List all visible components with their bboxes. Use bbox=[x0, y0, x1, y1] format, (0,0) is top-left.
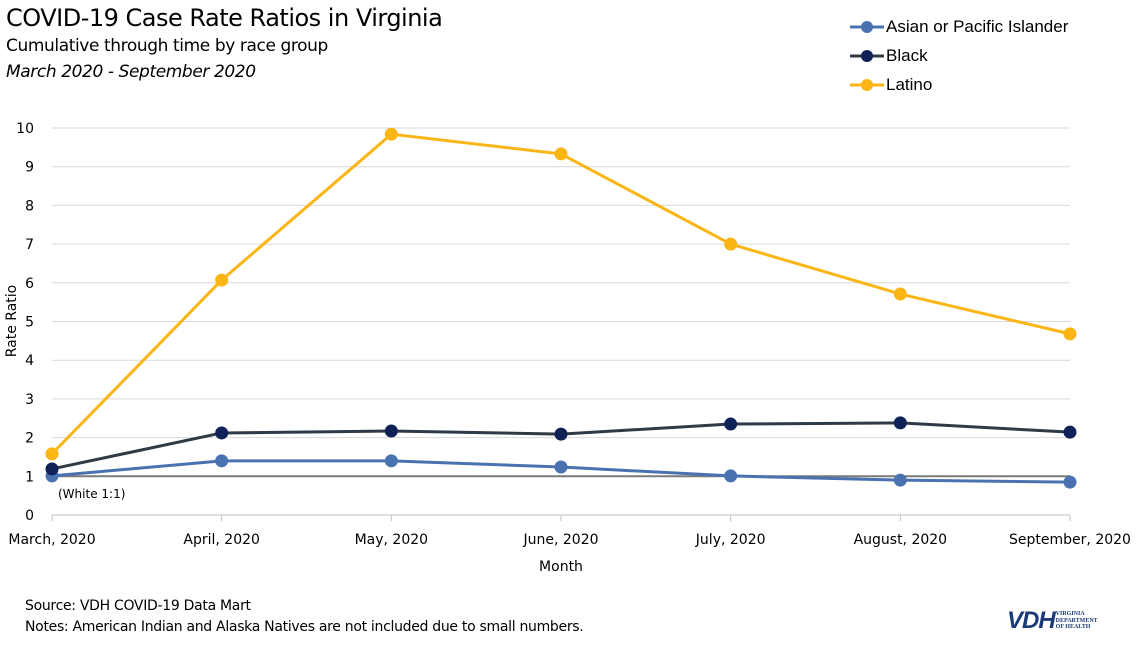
y-tick-label: 0 bbox=[25, 508, 34, 524]
source-note: Source: VDH COVID-19 Data Mart bbox=[25, 598, 251, 614]
y-tick-label: 1 bbox=[25, 469, 34, 485]
y-axis-ticks: 0 1 2 3 4 5 6 7 8 9 10 bbox=[16, 121, 34, 524]
data-point-latino bbox=[1063, 327, 1077, 341]
chart-subtitle: Cumulative through time by race group bbox=[6, 36, 328, 56]
series-black bbox=[45, 416, 1077, 476]
data-point-latino bbox=[554, 147, 568, 161]
legend: Asian or Pacific Islander Black Latino bbox=[850, 12, 1068, 99]
data-point-latino bbox=[384, 127, 398, 141]
data-point-black bbox=[724, 417, 738, 431]
x-tick-label: April, 2020 bbox=[183, 532, 260, 548]
y-tick-label: 3 bbox=[25, 392, 34, 408]
data-point-black bbox=[45, 462, 59, 476]
data-point-black bbox=[1063, 425, 1077, 439]
logo-line-3: OF HEALTH bbox=[1055, 624, 1091, 631]
vdh-logo: VDH VIRGINIA DEPARTMENT OF HEALTH bbox=[1007, 607, 1098, 635]
series-latino bbox=[45, 127, 1077, 461]
reference-line-label: (White 1:1) bbox=[58, 487, 125, 501]
data-point-latino bbox=[724, 237, 738, 251]
x-tick-label: July, 2020 bbox=[695, 532, 766, 548]
y-axis-title: Rate Ratio bbox=[4, 285, 20, 358]
series-group bbox=[45, 127, 1077, 489]
logo-text: VIRGINIA DEPARTMENT OF HEALTH bbox=[1056, 611, 1098, 631]
chart-date-range: March 2020 - September 2020 bbox=[6, 62, 256, 82]
data-point-asian-or-pacific-islander bbox=[724, 469, 738, 483]
legend-label: Asian or Pacific Islander bbox=[886, 16, 1069, 36]
data-point-black bbox=[215, 426, 229, 440]
gridlines bbox=[52, 127, 1070, 477]
x-axis: March, 2020 April, 2020 May, 2020 June, 202… bbox=[8, 514, 1131, 548]
data-point-asian-or-pacific-islander bbox=[215, 454, 229, 468]
y-tick-label: 4 bbox=[25, 353, 34, 369]
legend-marker-asian-pacific-islander-icon bbox=[850, 20, 884, 33]
legend-label: Latino bbox=[886, 74, 933, 94]
x-tick-label: September, 2020 bbox=[1009, 532, 1131, 548]
data-point-black bbox=[893, 416, 907, 430]
chart-title: COVID-19 Case Rate Ratios in Virginia bbox=[6, 4, 443, 32]
legend-item-latino[interactable]: Latino bbox=[850, 70, 1068, 99]
legend-item-asian-pacific-islander[interactable]: Asian or Pacific Islander bbox=[850, 12, 1068, 41]
x-axis-title: Month bbox=[539, 559, 583, 575]
logo-mark: VDH bbox=[1007, 607, 1056, 634]
notes-text: Notes: American Indian and Alaska Native… bbox=[25, 619, 584, 635]
y-tick-label: 6 bbox=[25, 276, 34, 292]
data-point-asian-or-pacific-islander bbox=[893, 473, 907, 487]
legend-marker-black-icon bbox=[850, 49, 884, 62]
logo-line-1: VIRGINIA bbox=[1055, 611, 1085, 618]
data-point-black bbox=[384, 424, 398, 438]
y-tick-label: 8 bbox=[25, 198, 34, 214]
y-tick-label: 10 bbox=[16, 121, 34, 137]
legend-marker-latino-icon bbox=[850, 78, 884, 91]
y-tick-label: 9 bbox=[25, 160, 34, 176]
legend-item-black[interactable]: Black bbox=[850, 41, 1068, 70]
series-line-latino bbox=[50, 132, 1071, 455]
y-tick-label: 2 bbox=[25, 431, 34, 447]
x-tick-label: August, 2020 bbox=[854, 532, 948, 548]
data-point-latino bbox=[215, 273, 229, 287]
legend-label: Black bbox=[886, 45, 928, 65]
data-point-black bbox=[554, 427, 568, 441]
x-tick-label: March, 2020 bbox=[8, 532, 95, 548]
data-point-latino bbox=[45, 447, 59, 461]
data-point-asian-or-pacific-islander bbox=[384, 454, 398, 468]
y-tick-label: 5 bbox=[25, 315, 34, 331]
logo-line-2: DEPARTMENT bbox=[1055, 617, 1098, 624]
data-point-asian-or-pacific-islander bbox=[554, 460, 568, 474]
x-tick-label: June, 2020 bbox=[522, 532, 598, 548]
data-point-latino bbox=[893, 287, 907, 301]
y-tick-label: 7 bbox=[25, 237, 34, 253]
x-tick-label: May, 2020 bbox=[355, 532, 428, 548]
series-asian-or-pacific-islander bbox=[45, 454, 1077, 489]
data-point-asian-or-pacific-islander bbox=[1063, 475, 1077, 489]
